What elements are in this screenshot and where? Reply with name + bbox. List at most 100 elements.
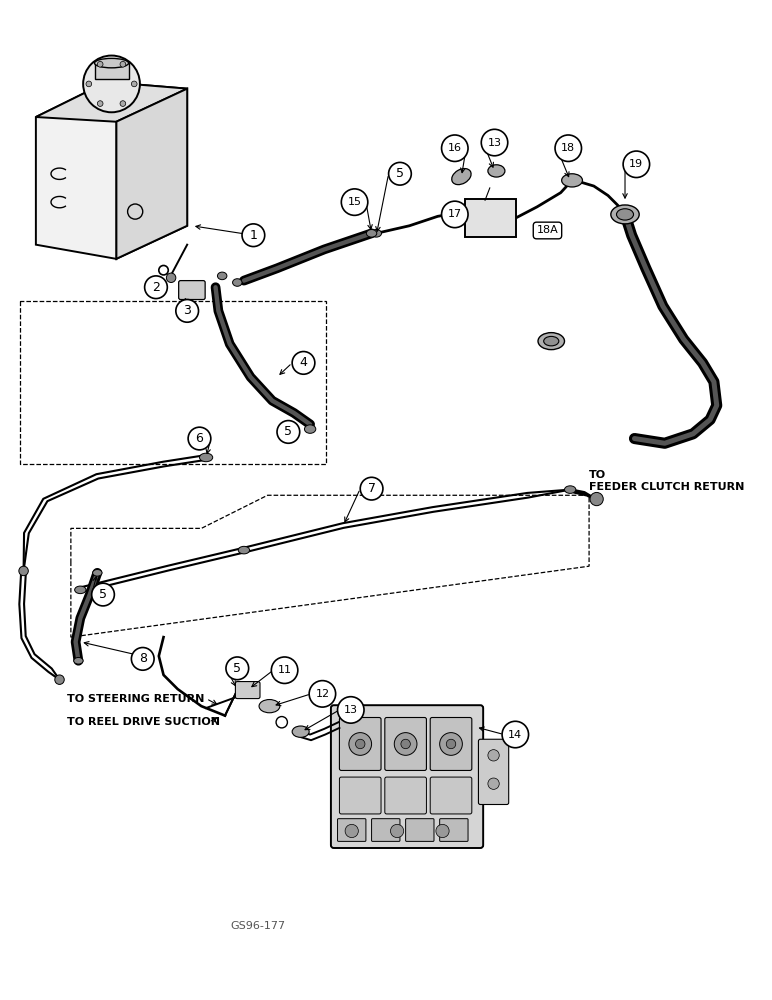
Circle shape — [92, 583, 114, 606]
Text: 13: 13 — [344, 705, 357, 715]
Ellipse shape — [452, 169, 471, 185]
Text: 2: 2 — [152, 281, 160, 294]
FancyBboxPatch shape — [405, 819, 434, 841]
Text: TO REEL DRIVE SUCTION: TO REEL DRIVE SUCTION — [67, 717, 220, 727]
Ellipse shape — [199, 453, 213, 462]
FancyBboxPatch shape — [340, 717, 381, 770]
Text: TO STEERING RETURN: TO STEERING RETURN — [67, 694, 205, 704]
Text: 13: 13 — [487, 138, 502, 148]
Circle shape — [271, 657, 298, 683]
Circle shape — [488, 778, 499, 789]
Circle shape — [188, 427, 211, 450]
Text: 18A: 18A — [537, 225, 558, 235]
Circle shape — [401, 739, 411, 749]
Circle shape — [292, 352, 315, 374]
FancyBboxPatch shape — [340, 777, 381, 814]
Text: 5: 5 — [99, 588, 107, 601]
Ellipse shape — [617, 209, 634, 220]
Text: 4: 4 — [300, 356, 307, 369]
Polygon shape — [94, 63, 129, 79]
Circle shape — [623, 151, 649, 178]
Ellipse shape — [538, 333, 564, 350]
Text: TO
FEEDER CLUTCH RETURN: TO FEEDER CLUTCH RETURN — [589, 470, 744, 492]
Circle shape — [97, 101, 103, 106]
Text: 19: 19 — [629, 159, 643, 169]
Circle shape — [502, 721, 529, 748]
Circle shape — [388, 162, 411, 185]
Text: 17: 17 — [448, 209, 462, 219]
Ellipse shape — [93, 570, 102, 576]
Ellipse shape — [367, 230, 377, 237]
Circle shape — [131, 81, 137, 87]
Ellipse shape — [73, 657, 83, 664]
Circle shape — [277, 421, 300, 443]
Circle shape — [226, 657, 249, 680]
Circle shape — [440, 733, 462, 755]
Circle shape — [442, 135, 468, 161]
FancyBboxPatch shape — [235, 682, 260, 699]
Circle shape — [341, 189, 367, 215]
Circle shape — [590, 492, 603, 506]
Text: 14: 14 — [508, 730, 523, 740]
Circle shape — [488, 750, 499, 761]
Ellipse shape — [232, 279, 242, 286]
Ellipse shape — [75, 586, 86, 594]
FancyBboxPatch shape — [371, 819, 400, 841]
Text: 7: 7 — [367, 482, 376, 495]
Text: 1: 1 — [249, 229, 257, 242]
Ellipse shape — [259, 700, 280, 713]
Text: 8: 8 — [139, 652, 147, 665]
Circle shape — [19, 566, 29, 576]
Circle shape — [86, 81, 92, 87]
Ellipse shape — [564, 486, 576, 493]
Ellipse shape — [94, 58, 129, 68]
Circle shape — [167, 273, 176, 283]
Text: 15: 15 — [347, 197, 361, 207]
Text: 5: 5 — [396, 167, 404, 180]
Ellipse shape — [292, 726, 309, 737]
Polygon shape — [36, 82, 187, 259]
Circle shape — [355, 739, 365, 749]
Circle shape — [446, 739, 455, 749]
FancyBboxPatch shape — [331, 705, 483, 848]
Ellipse shape — [562, 174, 582, 187]
Ellipse shape — [371, 230, 381, 237]
Circle shape — [361, 477, 383, 500]
FancyBboxPatch shape — [430, 717, 472, 770]
Text: 6: 6 — [195, 432, 203, 445]
Circle shape — [120, 101, 126, 106]
FancyBboxPatch shape — [479, 739, 509, 804]
Ellipse shape — [611, 205, 639, 224]
Circle shape — [55, 675, 64, 684]
Text: GS96-177: GS96-177 — [231, 921, 286, 931]
Ellipse shape — [543, 336, 559, 346]
FancyBboxPatch shape — [337, 819, 366, 841]
Circle shape — [309, 681, 336, 707]
Polygon shape — [117, 89, 187, 259]
Text: 3: 3 — [183, 304, 191, 317]
Circle shape — [391, 824, 404, 838]
FancyBboxPatch shape — [430, 777, 472, 814]
FancyBboxPatch shape — [384, 777, 426, 814]
Text: 12: 12 — [315, 689, 330, 699]
Circle shape — [436, 824, 449, 838]
Circle shape — [176, 300, 198, 322]
Text: 16: 16 — [448, 143, 462, 153]
Text: 18: 18 — [561, 143, 575, 153]
Ellipse shape — [488, 165, 505, 177]
Circle shape — [131, 648, 154, 670]
Circle shape — [349, 733, 371, 755]
Ellipse shape — [218, 272, 227, 280]
Ellipse shape — [239, 546, 249, 554]
Circle shape — [481, 129, 508, 156]
Polygon shape — [36, 82, 187, 122]
Circle shape — [337, 697, 364, 723]
Text: 5: 5 — [284, 425, 293, 438]
Circle shape — [394, 733, 417, 755]
Circle shape — [83, 56, 140, 112]
Circle shape — [144, 276, 168, 299]
Circle shape — [345, 824, 358, 838]
Ellipse shape — [304, 425, 316, 433]
FancyBboxPatch shape — [178, 281, 205, 300]
FancyBboxPatch shape — [440, 819, 468, 841]
